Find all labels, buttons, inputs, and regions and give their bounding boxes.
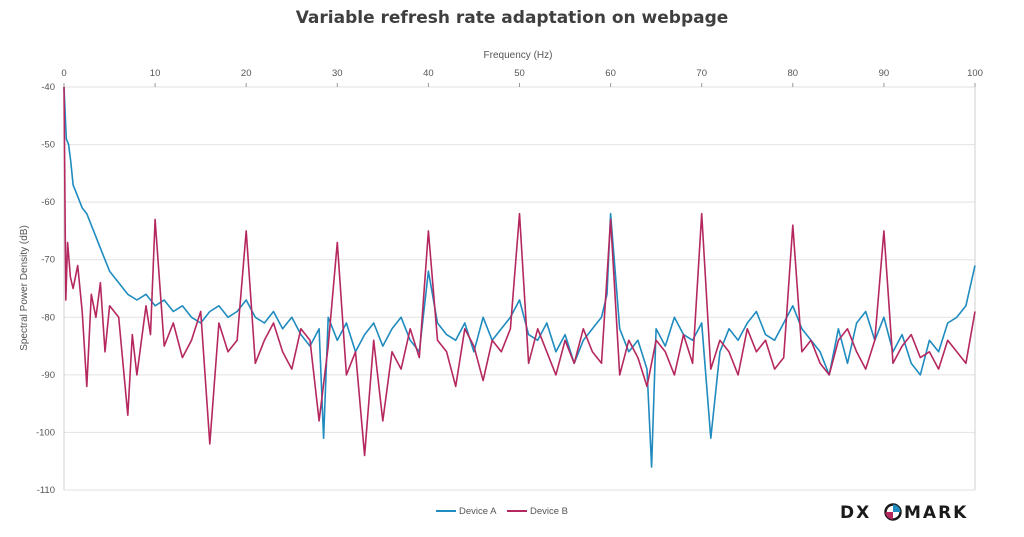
y-axis-label: Spectral Power Density (dB) <box>19 225 30 351</box>
x-axis-label: Frequency (Hz) <box>484 50 553 61</box>
x-tick-label-10: 100 <box>967 68 983 79</box>
y-tick-label-0: -40 <box>41 82 55 93</box>
x-tick-label-6: 60 <box>605 68 616 79</box>
x-tick-label-7: 70 <box>696 68 707 79</box>
y-tick-label-1: -50 <box>41 140 55 151</box>
y-tick-label-7: -110 <box>37 485 55 496</box>
x-tick-label-9: 90 <box>879 68 890 79</box>
legend-label-device-b: Device B <box>530 506 568 517</box>
x-tick-labels: 0 10 20 30 40 50 60 70 80 90 100 <box>61 68 983 87</box>
x-tick-label-1: 10 <box>150 68 161 79</box>
x-tick-label-5: 50 <box>514 68 525 79</box>
x-tick-label-8: 80 <box>788 68 799 79</box>
x-tick-label-0: 0 <box>61 68 66 79</box>
x-tick-label-4: 40 <box>423 68 434 79</box>
legend: Device A Device B <box>436 506 568 517</box>
y-tick-label-6: -100 <box>36 427 55 438</box>
series-line-device-a <box>63 86 976 468</box>
logo-text-dx: DX <box>840 503 871 523</box>
x-tick-label-3: 30 <box>332 68 343 79</box>
chart-title: Variable refresh rate adaptation on webp… <box>296 8 729 28</box>
x-tick-label-2: 20 <box>241 68 252 79</box>
legend-label-device-a: Device A <box>459 506 497 517</box>
dxomark-logo: DX MARK <box>840 503 968 523</box>
logo-o-icon <box>884 503 902 521</box>
logo-text-mark: MARK <box>904 503 968 523</box>
y-tick-label-3: -70 <box>41 255 55 266</box>
y-tick-label-4: -80 <box>41 312 55 323</box>
series-layer <box>63 86 976 468</box>
y-tick-labels: -40 -50 -60 -70 -80 -90 -100 -110 <box>36 82 55 496</box>
y-tick-label-2: -60 <box>41 197 55 208</box>
grid <box>63 86 976 491</box>
y-tick-label-5: -90 <box>41 370 55 381</box>
series-line-device-b <box>63 86 976 457</box>
